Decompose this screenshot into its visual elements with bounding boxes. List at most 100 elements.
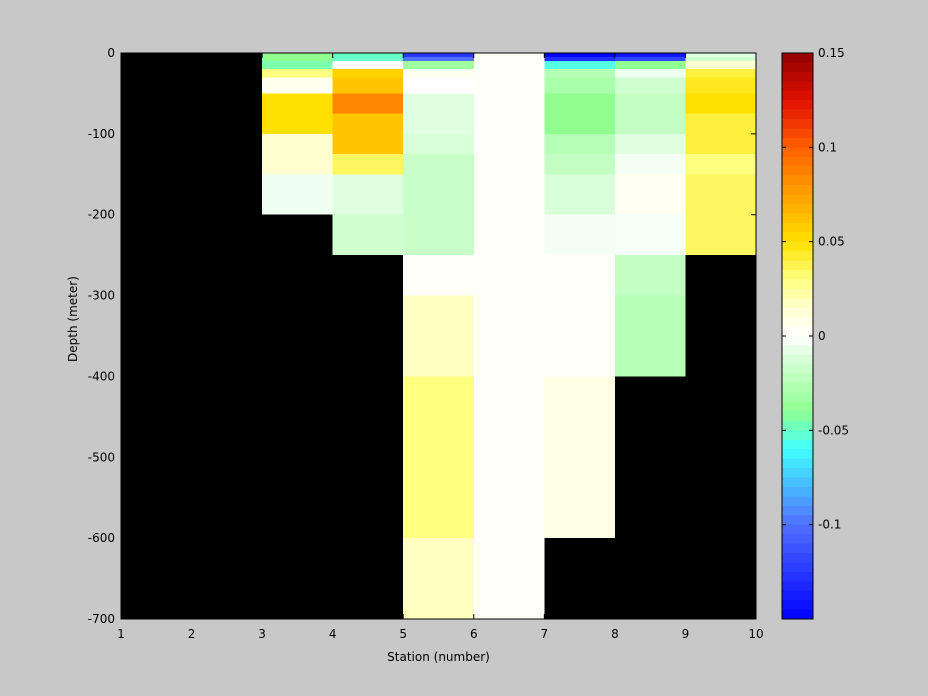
colorbar-band (782, 100, 813, 111)
heatmap-cells (262, 53, 756, 619)
colorbar-tick-label: -0.1 (818, 518, 841, 532)
heatmap-cell (614, 77, 686, 94)
colorbar-tick-label: 0.05 (818, 235, 845, 249)
heatmap-cell (403, 69, 474, 78)
heatmap-cell (332, 113, 404, 155)
colorbar-band (782, 420, 813, 431)
heatmap-cell (685, 133, 756, 155)
heatmap-cell (614, 295, 686, 377)
colorbar-band (782, 175, 813, 186)
colorbar-band (782, 269, 813, 280)
heatmap-cell (544, 77, 615, 94)
heatmap-cell (332, 69, 404, 78)
colorbar-band (782, 515, 813, 526)
y-tick-label: -500 (88, 450, 115, 464)
heatmap-cell (544, 214, 615, 256)
heatmap-cell (403, 77, 474, 94)
heatmap-cell (332, 93, 404, 114)
heatmap-cell (544, 133, 615, 155)
colorbar-band (782, 543, 813, 554)
plot-frame (120, 52, 757, 620)
colorbar-band (782, 364, 813, 375)
heatmap-cell (403, 255, 474, 296)
heatmap-cell (262, 77, 333, 94)
colorbar-band (782, 147, 813, 158)
colorbar-band (782, 571, 813, 582)
colorbar-band (782, 609, 813, 620)
x-tick-label: 6 (470, 627, 478, 641)
heatmap-cell (614, 53, 686, 58)
colorbar-band (782, 317, 813, 328)
colorbar-band (782, 307, 813, 318)
heatmap-cell (685, 57, 756, 62)
heatmap-cell (403, 295, 474, 377)
heatmap-cell (262, 133, 333, 175)
colorbar-band (782, 345, 813, 356)
y-tick-label: 0 (107, 46, 115, 60)
heatmap-cell (614, 61, 686, 70)
heatmap-cell (262, 61, 333, 70)
heatmap-cell (403, 61, 474, 70)
heatmap-cell (614, 214, 686, 256)
heatmap-cell (685, 154, 756, 175)
heatmap-cell (685, 53, 756, 58)
y-axis: 0 -100 -200 -300 -400 -500 -600 -700 (88, 46, 756, 626)
heatmap-cell (403, 376, 474, 539)
colorbar-band (782, 458, 813, 469)
colorbar-band (782, 326, 813, 337)
heatmap-cell (332, 154, 404, 175)
colorbar-band (782, 251, 813, 262)
colorbar-band (782, 590, 813, 601)
x-tick-label: 1 (117, 627, 125, 641)
heatmap-cell (473, 53, 545, 619)
colorbar-band (782, 468, 813, 479)
y-tick-label: -100 (88, 127, 115, 141)
colorbar-band (782, 562, 813, 573)
colorbar-band (782, 581, 813, 592)
colorbar: 0.15 0.1 0.05 0 -0.05 -0.1 (781, 46, 849, 620)
colorbar-band (782, 477, 813, 488)
colorbar-band (782, 128, 813, 139)
heatmap-cell (544, 57, 615, 62)
heatmap-cell (332, 214, 404, 256)
plot-area (120, 52, 757, 620)
heatmap-cell (262, 174, 333, 215)
colorbar-band (782, 90, 813, 101)
heatmap-cell (403, 93, 474, 134)
colorbar-band (782, 373, 813, 384)
heatmap-cell (685, 113, 756, 134)
y-tick-label: -600 (88, 531, 115, 545)
colorbar-ticks: 0.15 0.1 0.05 0 -0.05 -0.1 (782, 46, 849, 532)
colorbar-tick-label: 0.1 (818, 140, 837, 154)
colorbar-band (782, 53, 813, 64)
heatmap-cell (685, 69, 756, 78)
colorbar-band (782, 600, 813, 611)
colorbar-band (782, 166, 813, 177)
colorbar-band (782, 260, 813, 271)
colorbar-band (782, 62, 813, 73)
colorbar-band (782, 222, 813, 233)
heatmap-cell (614, 57, 686, 62)
colorbar-band (782, 383, 813, 394)
colorbar-band (782, 279, 813, 290)
heatmap-cell (614, 93, 686, 134)
heatmap-cell (614, 174, 686, 215)
colorbar-band (782, 119, 813, 130)
y-tick-label: -200 (88, 208, 115, 222)
colorbar-band (782, 81, 813, 92)
y-tick-label: -400 (88, 369, 115, 383)
colorbar-band (782, 213, 813, 224)
x-tick-label: 3 (258, 627, 266, 641)
heatmap-cell (544, 61, 615, 70)
colorbar-band (782, 411, 813, 422)
y-tick-label: -300 (88, 289, 115, 303)
heatmap-cell (403, 57, 474, 62)
colorbar-strip (782, 53, 813, 620)
heatmap-cell (544, 154, 615, 175)
y-tick-label: -700 (88, 612, 115, 626)
colorbar-band (782, 439, 813, 450)
heatmap-cell (332, 174, 404, 215)
heatmap-cell (614, 69, 686, 78)
heatmap-cell (544, 255, 615, 377)
x-tick-label: 8 (611, 627, 619, 641)
